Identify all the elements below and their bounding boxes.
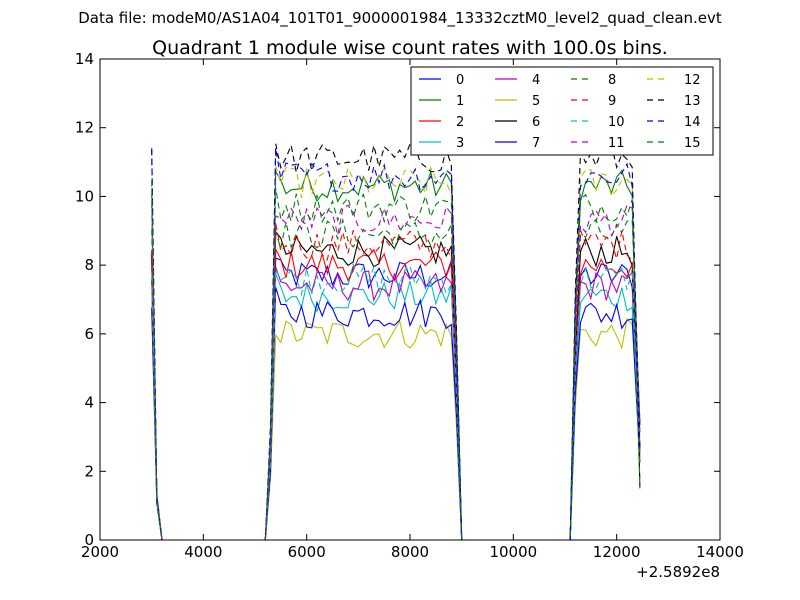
legend-label-13: 13 bbox=[684, 94, 701, 109]
legend-label-12: 12 bbox=[684, 73, 701, 88]
legend-label-11: 11 bbox=[608, 136, 625, 151]
x-tick-label: 14000 bbox=[696, 543, 744, 561]
series-line-0 bbox=[151, 257, 641, 541]
legend-label-3: 3 bbox=[456, 136, 464, 151]
y-tick-label: 4 bbox=[84, 394, 94, 412]
legend-label-7: 7 bbox=[532, 136, 540, 151]
plot-area bbox=[151, 143, 641, 541]
legend-label-1: 1 bbox=[456, 94, 464, 109]
x-offset-label: +2.5892e8 bbox=[636, 563, 720, 581]
series-line-10 bbox=[151, 262, 641, 541]
y-tick-label: 6 bbox=[84, 325, 94, 343]
legend-label-2: 2 bbox=[456, 115, 464, 130]
chart-title: Quadrant 1 module wise count rates with … bbox=[152, 37, 668, 59]
series-line-8 bbox=[151, 217, 641, 541]
x-tick-label: 12000 bbox=[593, 543, 641, 561]
y-tick-label: 0 bbox=[84, 531, 94, 549]
series-line-15 bbox=[151, 180, 641, 541]
series-line-3 bbox=[151, 273, 641, 541]
legend-label-4: 4 bbox=[532, 73, 540, 88]
series-line-9 bbox=[151, 223, 641, 541]
axes: 2000 4000 6000 8000 10000 12000 14000024681012… bbox=[75, 50, 744, 561]
x-tick-label: 8000 bbox=[391, 543, 429, 561]
series-line-5 bbox=[151, 309, 641, 541]
legend-label-10: 10 bbox=[608, 115, 625, 130]
series-line-7 bbox=[151, 286, 641, 541]
series-line-1 bbox=[151, 169, 641, 541]
x-tick-label: 2000 bbox=[81, 543, 119, 561]
legend-label-5: 5 bbox=[532, 94, 540, 109]
y-tick-label: 14 bbox=[75, 50, 94, 68]
series-line-2 bbox=[151, 248, 641, 541]
x-tick-label: 10000 bbox=[489, 543, 537, 561]
y-tick-label: 2 bbox=[84, 462, 94, 480]
y-tick-label: 8 bbox=[84, 256, 94, 274]
legend-label-9: 9 bbox=[608, 94, 616, 109]
legend-box bbox=[410, 66, 714, 156]
figure-suptitle: Data file: modeM0/AS1A04_101T01_90000019… bbox=[78, 9, 722, 28]
y-tick-label: 10 bbox=[75, 187, 94, 205]
series-line-4 bbox=[151, 266, 641, 541]
series-line-12 bbox=[151, 165, 641, 541]
legend-label-14: 14 bbox=[684, 115, 701, 130]
legend-label-6: 6 bbox=[532, 115, 540, 130]
legend-label-15: 15 bbox=[684, 136, 701, 151]
series-line-14 bbox=[151, 148, 641, 541]
legend-label-0: 0 bbox=[456, 73, 464, 88]
series-line-11 bbox=[151, 204, 641, 541]
x-tick-label: 4000 bbox=[184, 543, 222, 561]
x-tick-label: 6000 bbox=[288, 543, 326, 561]
y-tick-label: 12 bbox=[75, 119, 94, 137]
legend-label-8: 8 bbox=[608, 73, 616, 88]
